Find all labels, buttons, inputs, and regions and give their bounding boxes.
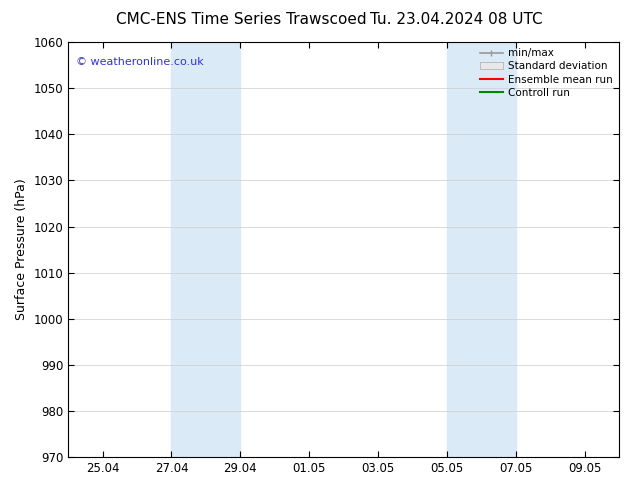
Bar	[447, 42, 515, 457]
Text: Tu. 23.04.2024 08 UTC: Tu. 23.04.2024 08 UTC	[370, 12, 543, 27]
Text: © weatheronline.co.uk: © weatheronline.co.uk	[77, 56, 204, 67]
Bar	[171, 42, 240, 457]
Y-axis label: Surface Pressure (hPa): Surface Pressure (hPa)	[15, 179, 28, 320]
Legend: min/max, Standard deviation, Ensemble mean run, Controll run: min/max, Standard deviation, Ensemble me…	[476, 44, 617, 102]
Text: CMC-ENS Time Series Trawscoed: CMC-ENS Time Series Trawscoed	[115, 12, 366, 27]
